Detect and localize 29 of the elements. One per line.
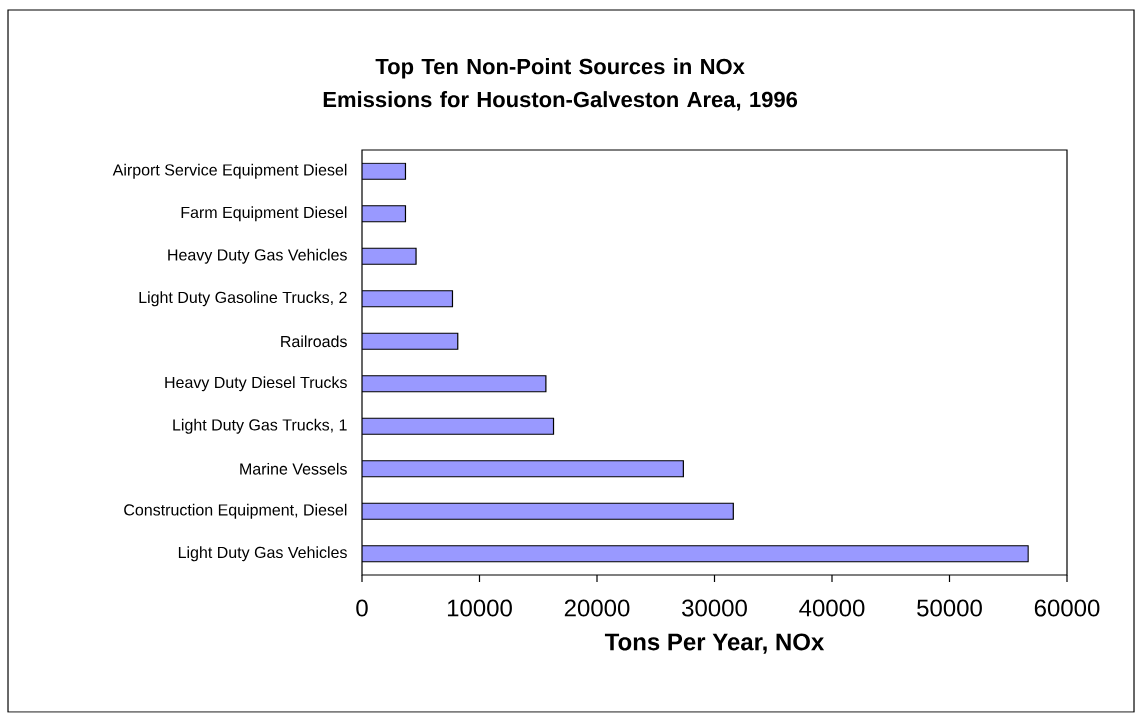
chart-title: Top Ten Non-Point Sources in NOx Emissions for Houston-Galveston Area, 1996 xyxy=(323,58,798,111)
y-tick-label: Heavy Duty Gas Vehicles xyxy=(168,248,347,264)
bar xyxy=(362,417,555,435)
y-tick-label: Railroads xyxy=(281,335,347,348)
bar xyxy=(362,375,547,393)
y-tick-label: Light Duty Gas Vehicles xyxy=(178,546,347,562)
bar xyxy=(362,460,684,478)
bar xyxy=(362,545,1029,563)
x-tick-label: 20000 xyxy=(564,599,630,617)
y-tick-label: Heavy Duty Diesel Trucks xyxy=(165,376,347,392)
x-tick-label: 50000 xyxy=(917,599,982,617)
y-tick-label: Farm Equipment Diesel xyxy=(181,206,347,222)
bar xyxy=(362,332,459,350)
x-tick-label: 40000 xyxy=(799,599,865,617)
y-tick-label: Marine Vessels xyxy=(240,462,347,475)
bar xyxy=(362,205,407,223)
x-axis-title: Tons Per Year, NOx xyxy=(604,633,825,654)
x-tick-label: 30000 xyxy=(682,599,747,617)
x-tick-label: 60000 xyxy=(1034,599,1100,617)
bar xyxy=(362,247,417,265)
x-tick-label: 10000 xyxy=(447,599,512,617)
bar xyxy=(362,502,734,520)
y-tick-label: Light Duty Gas Trucks, 1 xyxy=(173,418,347,434)
x-tick-label: 0 xyxy=(356,599,368,617)
y-tick-label: Construction Equipment, Diesel xyxy=(124,503,347,519)
bar xyxy=(362,290,454,308)
y-tick-label: Light Duty Gasoline Trucks, 2 xyxy=(139,291,347,307)
y-tick-label: Airport Service Equipment Diesel xyxy=(112,163,347,179)
bar xyxy=(362,162,407,180)
